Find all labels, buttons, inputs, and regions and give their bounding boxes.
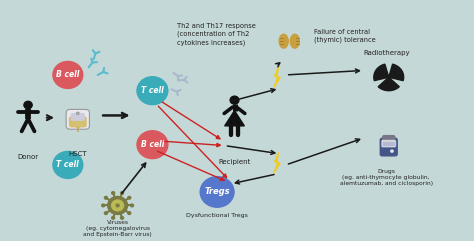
Text: Donor: Donor (18, 154, 38, 160)
Text: B cell: B cell (141, 140, 164, 149)
Circle shape (130, 204, 134, 207)
Text: Dysfunctional Tregs: Dysfunctional Tregs (186, 213, 248, 218)
Circle shape (24, 101, 32, 109)
Circle shape (385, 74, 392, 80)
Circle shape (120, 192, 124, 194)
Circle shape (230, 96, 239, 104)
Text: Recipient: Recipient (219, 159, 251, 165)
Text: T cell: T cell (141, 86, 164, 95)
Circle shape (77, 112, 79, 114)
Text: B cell: B cell (56, 70, 80, 80)
Polygon shape (274, 153, 280, 173)
Circle shape (128, 196, 131, 199)
Polygon shape (225, 111, 244, 126)
Circle shape (112, 216, 115, 219)
Circle shape (116, 204, 119, 207)
Polygon shape (378, 77, 399, 91)
Text: HSCT: HSCT (68, 151, 87, 157)
Circle shape (102, 204, 105, 207)
Circle shape (104, 196, 108, 199)
Text: Drugs
(eg. anti-thymocyte globulin,
alemtuzumab, and ciclosporin): Drugs (eg. anti-thymocyte globulin, alem… (340, 169, 433, 186)
Circle shape (137, 77, 168, 105)
Polygon shape (374, 64, 389, 81)
FancyBboxPatch shape (382, 141, 395, 147)
FancyBboxPatch shape (380, 138, 397, 156)
Polygon shape (274, 67, 280, 87)
Text: Viruses
(eg. cytomegalovirus
and Epstein-Barr virus): Viruses (eg. cytomegalovirus and Epstein… (83, 220, 152, 237)
FancyBboxPatch shape (72, 114, 84, 120)
Polygon shape (389, 64, 404, 81)
Circle shape (108, 196, 128, 214)
FancyBboxPatch shape (66, 109, 90, 129)
Circle shape (128, 212, 131, 214)
Circle shape (112, 192, 115, 194)
Circle shape (386, 75, 391, 79)
Text: Radiotherapy: Radiotherapy (363, 50, 410, 56)
Circle shape (391, 150, 393, 152)
Circle shape (112, 200, 124, 211)
FancyBboxPatch shape (70, 117, 86, 127)
Ellipse shape (279, 34, 288, 48)
Circle shape (104, 212, 108, 214)
Text: Tregs: Tregs (204, 187, 230, 196)
Circle shape (137, 131, 168, 159)
Text: Th2 and Th17 response
(concentration of Th2
cytokines increases): Th2 and Th17 response (concentration of … (177, 23, 256, 46)
Text: T cell: T cell (56, 161, 79, 169)
Ellipse shape (290, 34, 300, 48)
Circle shape (120, 216, 124, 219)
Circle shape (53, 151, 83, 178)
Text: Failure of central
(thymic) tolerance: Failure of central (thymic) tolerance (314, 29, 376, 43)
Circle shape (53, 61, 83, 88)
Circle shape (200, 177, 234, 207)
FancyBboxPatch shape (383, 136, 395, 142)
